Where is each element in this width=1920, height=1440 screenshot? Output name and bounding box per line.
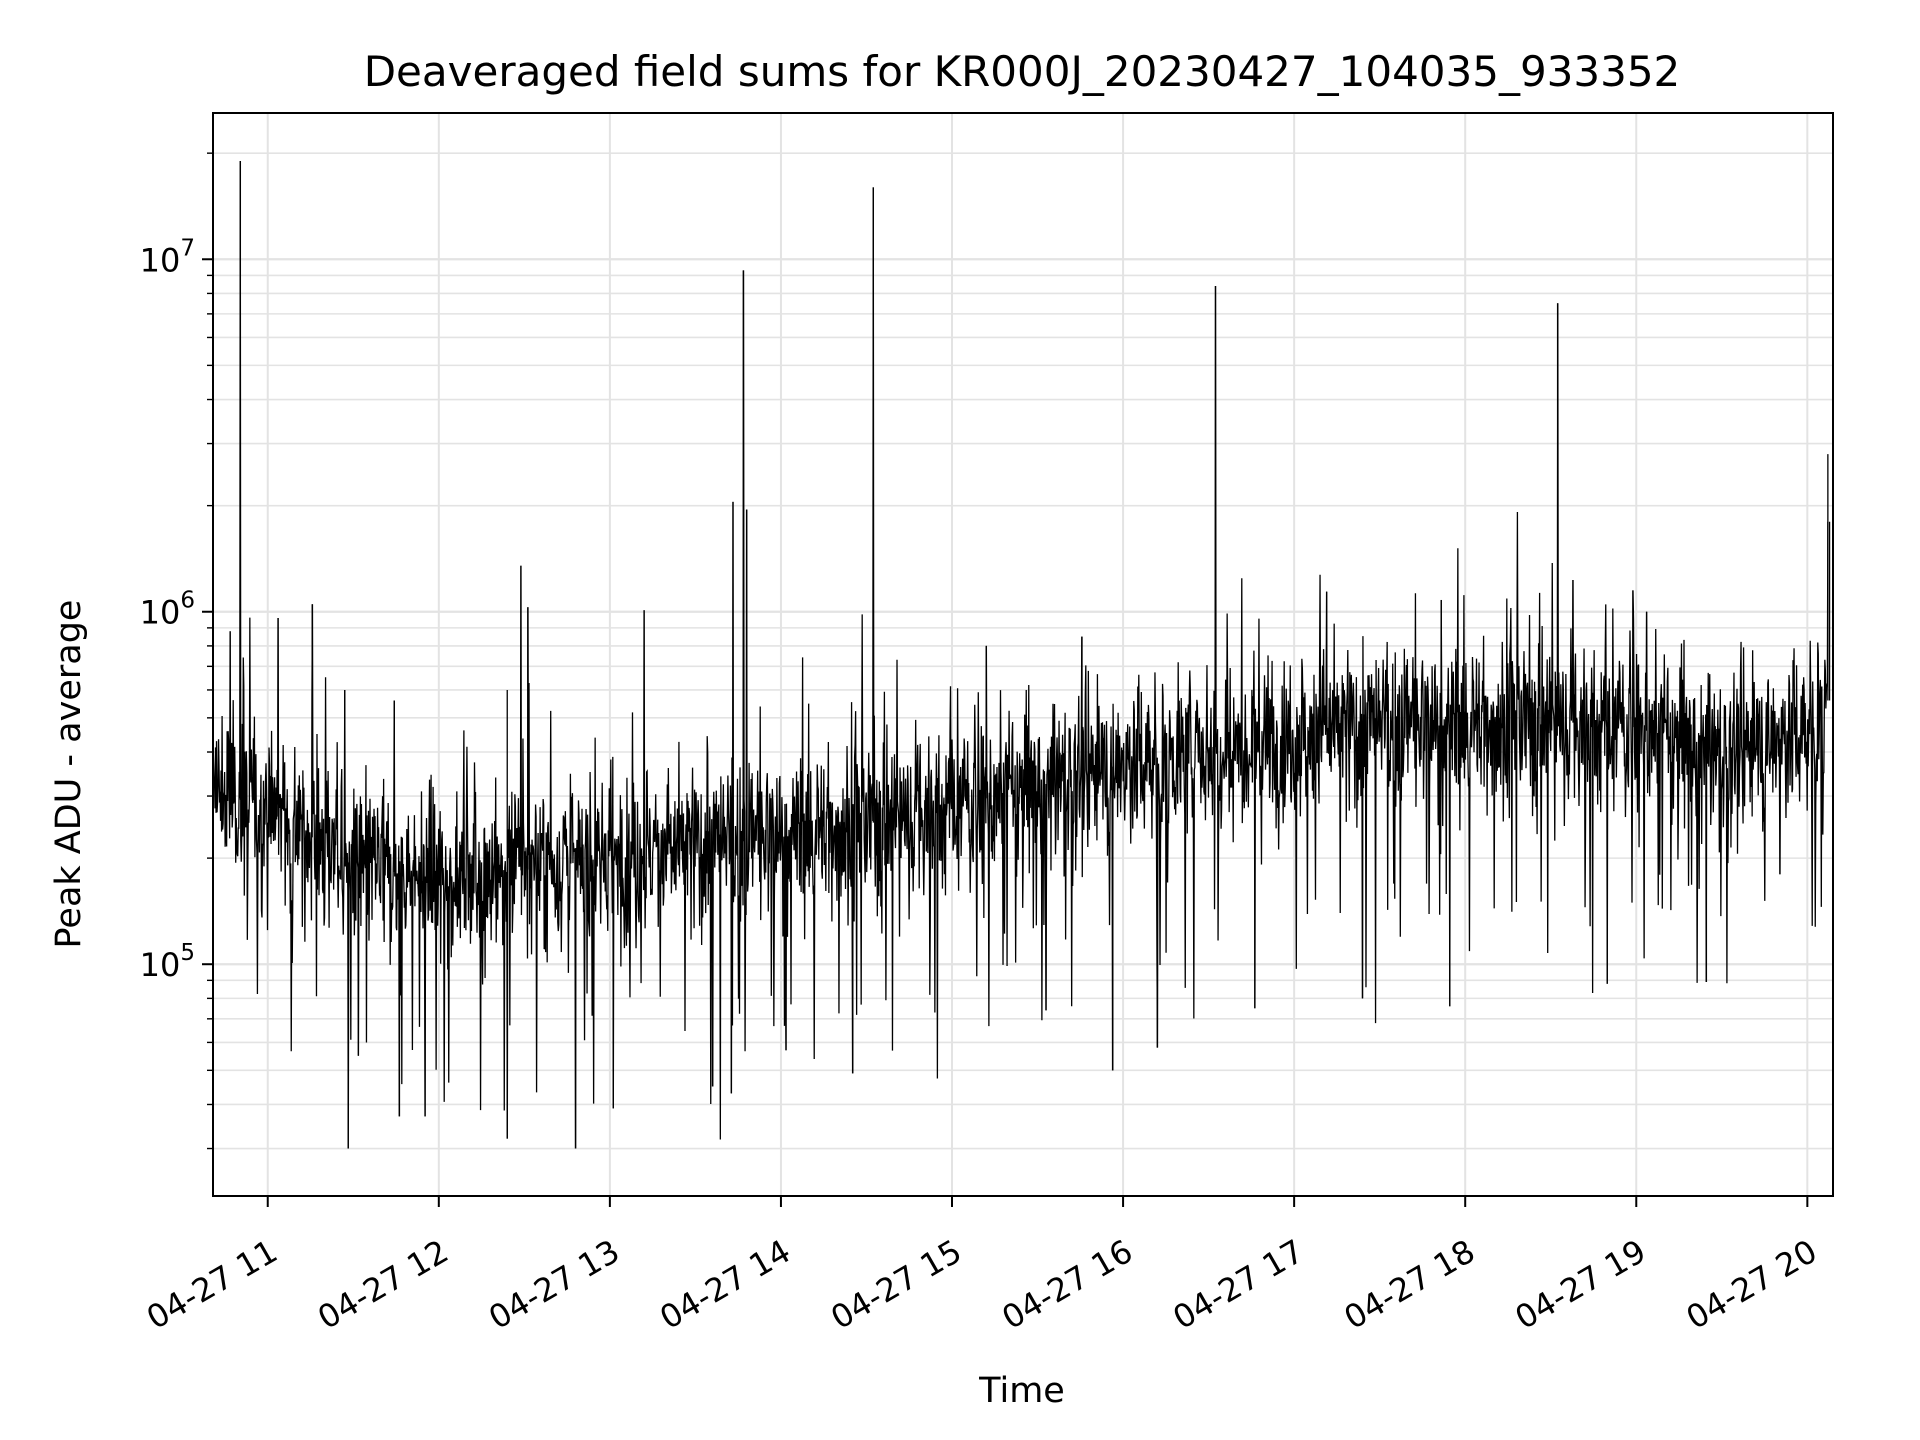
grid [213, 113, 1833, 1196]
y-tick-label: 107 [140, 235, 195, 279]
series-layer [212, 161, 1831, 1149]
y-tick-label: 106 [140, 588, 195, 632]
y-tick-label: 105 [140, 940, 195, 984]
x-axis-label: Time [978, 1371, 1065, 1411]
plot-frame [212, 112, 1834, 1197]
series-line [212, 161, 1829, 1149]
chart-title: Deaveraged field sums for KR000J_2023042… [364, 47, 1681, 96]
y-axis-label: Peak ADU - average [49, 600, 89, 949]
